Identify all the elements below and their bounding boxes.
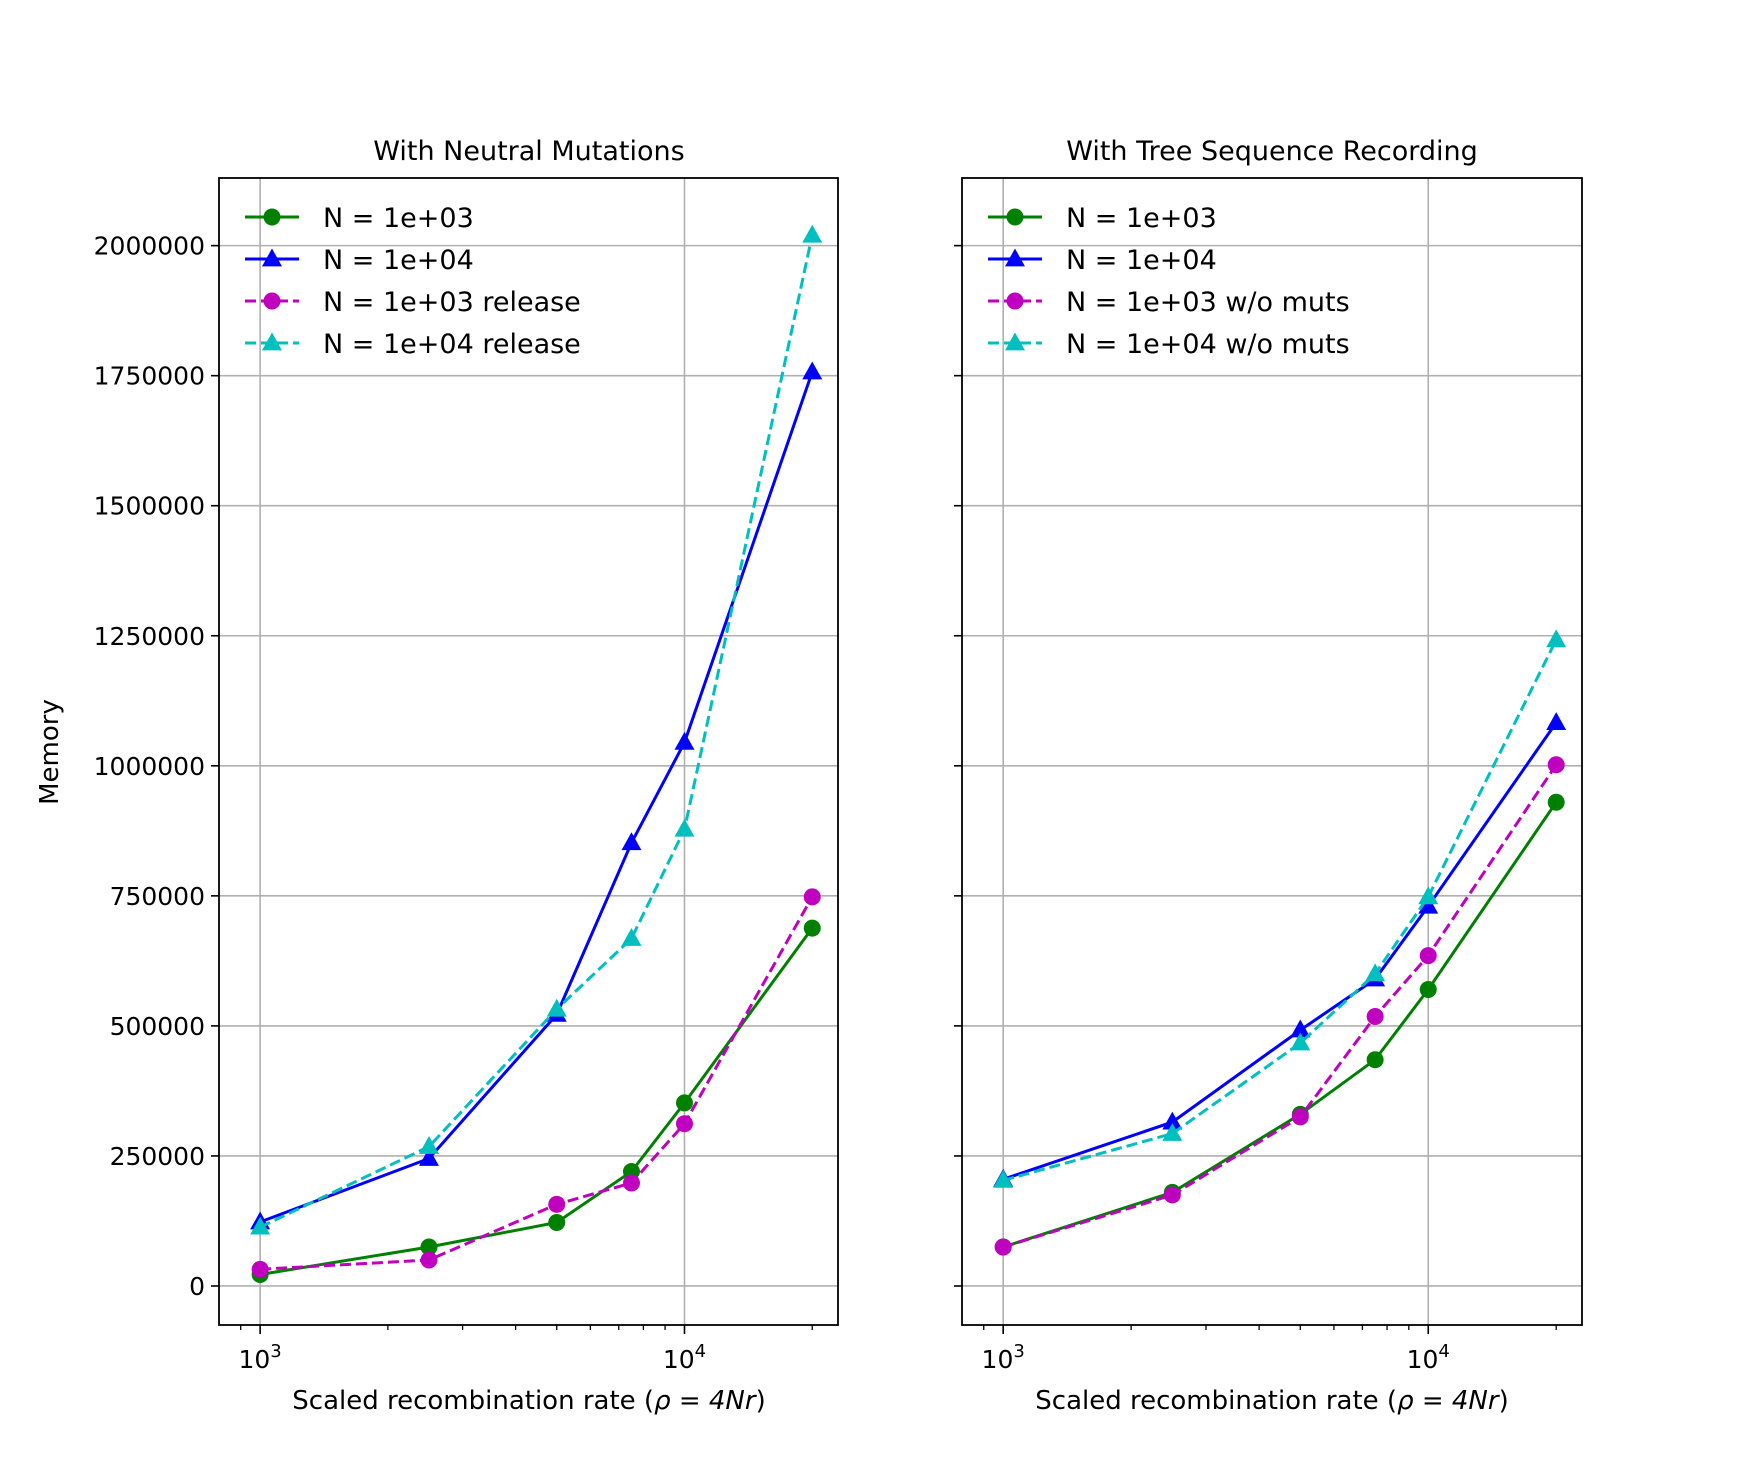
- data-point: [419, 1148, 439, 1166]
- panel-title: With Tree Sequence Recording: [1066, 136, 1478, 167]
- legend-marker: [1005, 332, 1025, 351]
- data-point: [1366, 1008, 1384, 1026]
- legend-marker: [263, 292, 281, 310]
- x-tick-label: 104: [1407, 1341, 1450, 1374]
- panel-title: With Neutral Mutations: [373, 136, 684, 167]
- data-point: [803, 888, 821, 906]
- data-point: [1419, 980, 1437, 998]
- y-tick-label: 250000: [110, 1142, 205, 1171]
- data-point: [674, 818, 695, 837]
- series-line: [259, 234, 814, 1229]
- legend-marker: [1006, 292, 1024, 310]
- y-tick-label: 1000000: [94, 752, 205, 781]
- plot-frame: [961, 177, 1583, 1326]
- data-point: [1418, 895, 1439, 914]
- panel-tree-sequence-recording: With Tree Sequence Recording 103 104 N = …: [954, 136, 1583, 1416]
- legend-marker: [263, 208, 281, 226]
- data-point: [621, 832, 642, 851]
- legend-label: N = 1e+04: [1066, 245, 1217, 276]
- data-point: [419, 1136, 439, 1154]
- x-tick-label: 104: [663, 1341, 706, 1374]
- grid: [962, 178, 1582, 1325]
- y-tick-label: 0: [189, 1272, 205, 1301]
- data-point: [1162, 1111, 1183, 1130]
- data-point: [1418, 886, 1439, 905]
- data-point: [1547, 756, 1565, 774]
- data-point: [622, 1174, 640, 1192]
- legend-label: N = 1e+03: [323, 203, 474, 234]
- data-point: [1547, 793, 1565, 811]
- y-axis-label: Memory: [35, 699, 65, 805]
- data-point: [548, 1214, 566, 1232]
- series-line: [260, 896, 814, 1271]
- series-line: [259, 927, 814, 1276]
- legend-label: N = 1e+04 w/o muts: [1066, 329, 1350, 360]
- data-point: [1365, 963, 1386, 982]
- y-tick-label: 1750000: [94, 362, 205, 391]
- data-point: [548, 1195, 566, 1213]
- data-point: [546, 998, 567, 1017]
- data-point: [1546, 712, 1567, 730]
- plot-frame: [218, 177, 839, 1326]
- legend-label: N = 1e+03 release: [323, 287, 581, 318]
- data-point: [1163, 1186, 1181, 1204]
- legend-marker: [1005, 248, 1025, 267]
- series-line: [259, 371, 814, 1224]
- series-line: [1002, 721, 1558, 1181]
- y-tick-label: 1500000: [94, 492, 205, 521]
- y-tick-label: 1250000: [94, 622, 205, 651]
- y-tick-label: 2000000: [94, 232, 205, 261]
- y-tick-label: 750000: [110, 882, 205, 911]
- legend-label: N = 1e+03: [1066, 203, 1217, 234]
- y-tick-label: 500000: [110, 1012, 205, 1041]
- legend-label: N = 1e+03 w/o muts: [1066, 287, 1350, 318]
- series-group: [993, 629, 1567, 1256]
- x-axis-label: Scaled recombination rate (ρ = 4Nr): [292, 1386, 765, 1416]
- legend-marker: [1006, 208, 1024, 226]
- series-group: [250, 224, 823, 1284]
- data-point: [251, 1260, 269, 1278]
- series-line: [1002, 639, 1558, 1182]
- data-point: [1162, 1123, 1183, 1141]
- series-line: [1002, 801, 1558, 1249]
- data-point: [1290, 1019, 1311, 1038]
- x-axis-label: Scaled recombination rate (ρ = 4Nr): [1035, 1386, 1508, 1416]
- x-tick-label: 103: [238, 1341, 281, 1374]
- data-point: [1291, 1108, 1309, 1126]
- data-point: [675, 1094, 693, 1112]
- legend: N = 1e+03 N = 1e+04 N = 1e+03 release N = 1…: [245, 203, 581, 360]
- data-point: [1419, 947, 1437, 965]
- legend-label: N = 1e+04 release: [323, 329, 581, 360]
- grid: [219, 178, 838, 1325]
- legend-marker: [262, 248, 282, 267]
- data-point: [1546, 629, 1567, 648]
- data-point: [621, 928, 642, 946]
- data-point: [674, 731, 695, 750]
- data-point: [803, 919, 821, 937]
- data-point: [420, 1251, 438, 1269]
- legend-label: N = 1e+04: [323, 245, 474, 276]
- x-tick-label: 103: [982, 1341, 1025, 1374]
- data-point: [1290, 1032, 1311, 1051]
- data-point: [802, 361, 823, 380]
- panel-neutral-mutations: With Neutral Mutations 0 250000 500000 7500…: [35, 136, 839, 1416]
- data-point: [802, 224, 823, 243]
- data-point: [675, 1115, 693, 1133]
- data-point: [993, 1169, 1014, 1188]
- data-point: [1366, 1051, 1384, 1069]
- axis-ticks: 0 250000 500000 750000 1000000 1250000 1500000…: [94, 232, 813, 1374]
- axis-ticks: 103 104: [954, 244, 1557, 1374]
- series-line: [1002, 763, 1558, 1249]
- legend: N = 1e+03 N = 1e+04 N = 1e+03 w/o muts N = …: [988, 203, 1350, 360]
- data-point: [994, 1238, 1012, 1256]
- data-point: [250, 1216, 271, 1235]
- legend-marker: [262, 332, 282, 351]
- data-point: [420, 1238, 438, 1256]
